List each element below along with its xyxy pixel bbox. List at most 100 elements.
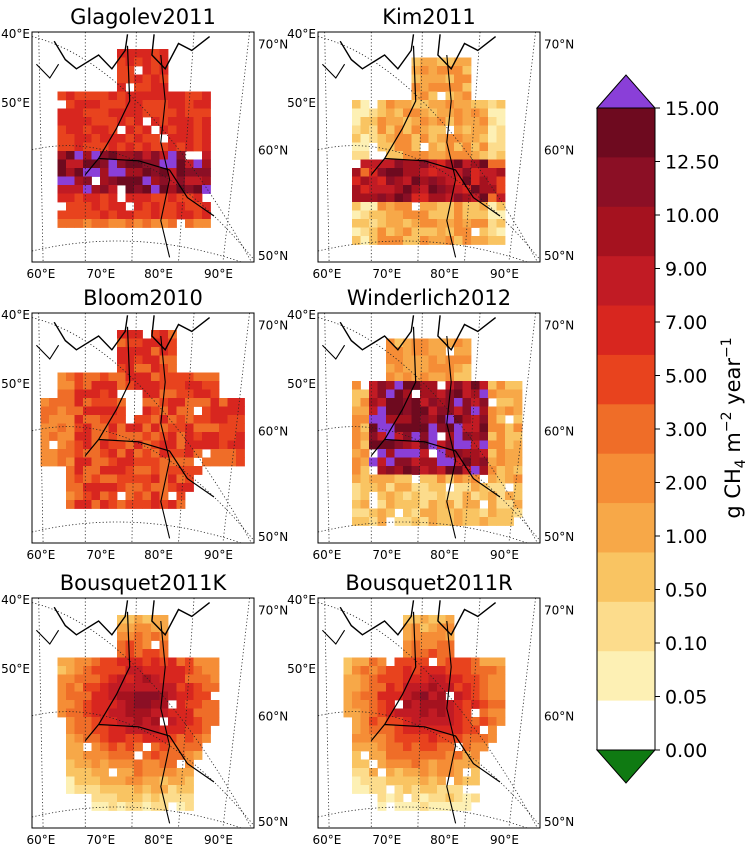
flux-cell [159, 802, 169, 811]
flux-cell [100, 717, 109, 726]
parallel-line [318, 317, 538, 543]
flux-cell [185, 219, 194, 228]
flux-cell [428, 793, 438, 803]
flux-cell [185, 423, 194, 433]
flux-cell [437, 449, 446, 458]
flux-cell [471, 389, 480, 399]
flux-cell [108, 440, 118, 450]
flux-cell [369, 415, 378, 424]
flux-cell [91, 491, 101, 501]
flux-cell [428, 142, 438, 152]
flux-cell [108, 483, 118, 492]
flux-cell [471, 185, 480, 194]
flux-cell [360, 474, 370, 484]
flux-cell [360, 517, 370, 526]
flux-cell [117, 355, 126, 365]
flux-cell [168, 168, 177, 177]
flux-cell [108, 708, 118, 718]
flux-cell [185, 176, 194, 186]
flux-cell [168, 742, 177, 752]
flux-cell [377, 389, 387, 399]
flux-cell [403, 355, 412, 365]
flux-cell [386, 364, 395, 373]
flux-cell [151, 423, 160, 433]
flux-cell [471, 466, 480, 475]
flux-cell [134, 83, 143, 92]
flux-cell [437, 338, 446, 348]
flux-cell [125, 108, 135, 118]
flux-cell [202, 683, 211, 692]
flux-cell [142, 381, 152, 390]
latitude-label: 60°N [258, 709, 288, 723]
longitude-label: 40°E [287, 308, 316, 322]
flux-cell [454, 423, 463, 433]
flux-cell [202, 734, 211, 743]
flux-cell [210, 440, 220, 450]
flux-cell [394, 674, 404, 684]
flux-cell [151, 751, 160, 760]
flux-cell [352, 785, 361, 794]
colorbar-tick-label: 2.00 [665, 473, 707, 495]
flux-cell [445, 785, 455, 794]
flux-cell [125, 700, 135, 709]
flux-cell [74, 432, 84, 441]
flux-cell [49, 423, 58, 433]
meridian-line [178, 313, 195, 543]
flux-cell [74, 759, 84, 769]
flux-cell [176, 657, 186, 667]
flux-cell [117, 751, 126, 760]
flux-cell [505, 500, 514, 509]
flux-cell [454, 734, 463, 743]
flux-cell [151, 168, 160, 177]
parallel-line [318, 36, 538, 262]
flux-cell [176, 734, 186, 743]
flux-cell [437, 725, 446, 735]
flux-cell [57, 117, 67, 126]
flux-cell [445, 517, 455, 526]
flux-cell [403, 423, 412, 433]
flux-cell [471, 151, 480, 160]
longitude-label: 50°E [1, 662, 30, 676]
flux-cell [454, 185, 463, 194]
flux-cell [202, 398, 211, 407]
flux-cell [496, 457, 506, 467]
flux-cell [49, 406, 58, 416]
flux-cell [386, 423, 395, 433]
flux-cell [437, 151, 446, 160]
flux-cell [117, 632, 126, 641]
flux-cell [91, 449, 101, 458]
flux-cell [134, 355, 143, 365]
flux-cell [496, 117, 506, 126]
flux-cell [360, 389, 370, 399]
flux-cell [100, 415, 109, 424]
flux-cell [386, 742, 395, 752]
flux-cell [108, 389, 118, 399]
flux-cell [74, 708, 84, 718]
flux-cell [151, 330, 160, 339]
meridian-line [178, 598, 195, 828]
flux-cell [428, 432, 438, 441]
flux-cell [125, 683, 135, 692]
flux-cell [454, 491, 463, 501]
flux-cell [386, 185, 395, 194]
flux-cell [193, 666, 203, 675]
flux-cell [479, 691, 489, 701]
flux-cell [403, 381, 412, 390]
flux-cell [227, 432, 237, 441]
flux-cell [360, 100, 370, 109]
flux-cell [403, 457, 412, 467]
flux-cell [185, 483, 194, 492]
flux-cell [377, 185, 387, 194]
flux-cell [462, 117, 472, 126]
flux-cell [513, 432, 523, 441]
flux-cell [108, 776, 118, 786]
coastline [53, 600, 211, 636]
flux-cell [193, 125, 203, 135]
flux-cell [496, 108, 506, 118]
latitude-label: 70°N [258, 319, 288, 333]
flux-cell [57, 134, 67, 143]
flux-cell [202, 151, 211, 160]
flux-cell [360, 151, 370, 160]
flux-cell [134, 474, 143, 484]
flux-cell [420, 355, 429, 365]
